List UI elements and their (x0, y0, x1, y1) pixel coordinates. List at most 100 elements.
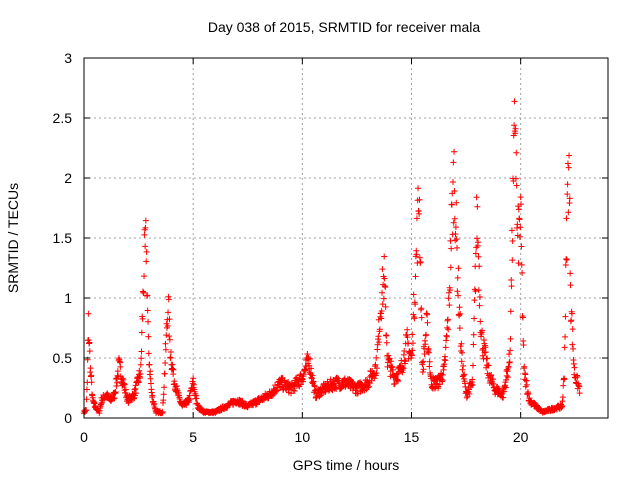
data-point (137, 371, 144, 378)
x-tick-label: 20 (513, 429, 529, 445)
data-point (142, 224, 149, 231)
data-point (374, 341, 381, 348)
data-point (88, 379, 95, 386)
data-point (516, 216, 523, 223)
data-point (500, 394, 507, 401)
data-point (136, 367, 143, 374)
data-point (445, 326, 452, 333)
data-point (454, 288, 461, 295)
data-point (383, 339, 390, 346)
data-point (565, 164, 572, 171)
data-point (473, 244, 480, 251)
data-point (308, 365, 315, 372)
data-point (288, 390, 295, 397)
data-point (474, 235, 480, 242)
data-point (300, 378, 307, 385)
data-point (379, 289, 386, 296)
data-point (416, 196, 423, 203)
data-point (388, 358, 395, 365)
data-point (466, 390, 473, 397)
data-point (88, 372, 95, 379)
data-point (446, 302, 453, 309)
data-point (519, 314, 526, 321)
data-point (452, 237, 459, 244)
data-point (451, 148, 458, 155)
data-point (448, 201, 455, 208)
data-point (455, 292, 462, 299)
data-point (563, 215, 570, 222)
data-point (514, 221, 521, 228)
data-point (469, 382, 476, 389)
data-points (81, 98, 583, 417)
data-point (442, 357, 449, 364)
data-point (515, 206, 522, 213)
data-point (408, 352, 415, 359)
data-point (305, 354, 312, 361)
data-point (411, 315, 418, 322)
data-point (304, 350, 311, 357)
data-point (142, 217, 149, 224)
data-point (471, 297, 478, 304)
data-point (135, 379, 142, 386)
data-point (164, 323, 171, 330)
data-point (457, 310, 464, 317)
data-point (373, 354, 380, 361)
data-point (507, 347, 514, 354)
data-point (445, 295, 452, 302)
data-point (508, 283, 515, 290)
data-point (424, 319, 431, 326)
data-point (132, 382, 139, 389)
data-point (470, 341, 477, 348)
data-point (341, 375, 348, 382)
data-point (567, 282, 574, 289)
data-point (569, 341, 576, 348)
data-point (409, 331, 416, 338)
data-point (399, 364, 406, 371)
data-point (522, 371, 529, 378)
data-point (504, 368, 511, 375)
data-point (472, 250, 479, 257)
data-point (513, 149, 520, 156)
data-point (138, 348, 145, 355)
data-point (111, 395, 118, 402)
data-point (426, 358, 433, 365)
data-point (570, 360, 577, 367)
x-axis-label: GPS time / hours (293, 457, 400, 473)
data-point (378, 315, 385, 322)
data-point (503, 372, 510, 379)
chart-title: Day 038 of 2015, SRMTID for receiver mal… (208, 19, 481, 35)
data-point (379, 301, 386, 308)
data-point (412, 301, 419, 308)
data-point (563, 256, 570, 263)
data-point (571, 364, 578, 371)
data-point (404, 326, 411, 333)
data-point (409, 340, 416, 347)
data-point (512, 125, 519, 132)
y-tick-label: 1 (64, 290, 72, 306)
data-point (476, 263, 483, 270)
data-point (167, 355, 174, 362)
data-point (422, 341, 429, 348)
data-point (86, 348, 93, 355)
data-point (147, 380, 154, 387)
data-point (145, 318, 152, 325)
data-point (410, 291, 417, 298)
data-point (416, 254, 423, 261)
data-point (571, 371, 578, 378)
data-point (98, 401, 105, 408)
data-point (453, 199, 460, 206)
data-point (449, 179, 456, 186)
data-point (470, 331, 477, 338)
data-point (166, 336, 173, 343)
data-point (112, 388, 119, 395)
data-point (420, 358, 427, 365)
data-point (376, 326, 383, 333)
data-point (451, 215, 458, 222)
data-point (508, 276, 515, 283)
data-point (309, 379, 316, 386)
data-point (566, 152, 573, 159)
data-point (477, 318, 484, 325)
data-point (476, 302, 483, 309)
data-point (133, 390, 140, 397)
data-point (479, 352, 486, 359)
